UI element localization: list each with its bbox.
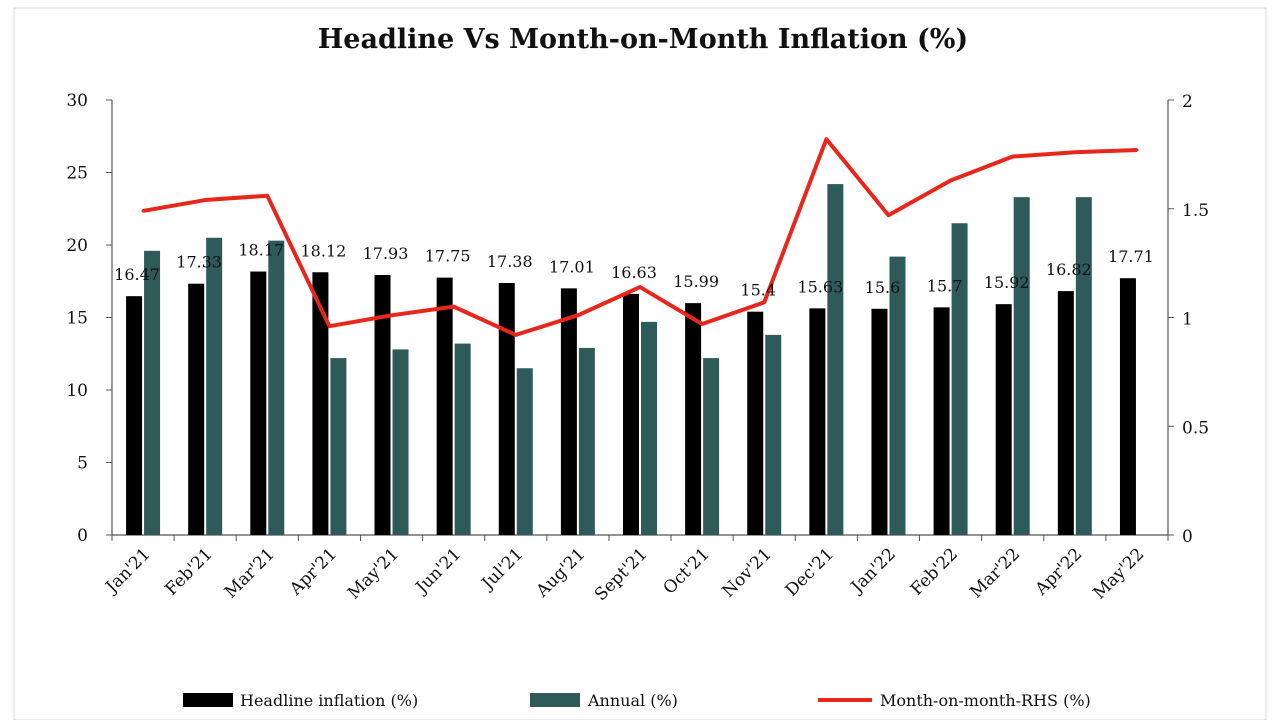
bar-headline: [188, 283, 205, 535]
line-point: [452, 305, 456, 309]
bar-headline: [560, 288, 577, 535]
y-tick-label-right: 0: [1182, 527, 1193, 547]
legend-label-annual: Annual (%): [587, 691, 678, 710]
y-tick-label-left: 30: [66, 91, 88, 111]
bar-annual: [1075, 197, 1092, 535]
bar-annual: [703, 358, 720, 535]
legend-swatch-annual: [530, 693, 580, 707]
bar-annual: [1013, 197, 1030, 535]
bar-headline: [623, 293, 639, 535]
bar-headline: [250, 271, 267, 535]
bar-headline: [871, 308, 888, 535]
data-label-headline: 15.7: [927, 276, 963, 295]
bar-annual: [144, 250, 161, 536]
y-tick-label-right: 1.5: [1182, 201, 1209, 221]
bar-annual: [516, 368, 533, 535]
data-label-headline: 18.12: [301, 241, 347, 260]
bar-headline: [995, 304, 1012, 535]
bar-annual: [578, 347, 595, 535]
data-label-headline: 17.33: [176, 253, 222, 272]
bar-headline: [933, 307, 950, 535]
bar-annual: [454, 343, 471, 535]
legend-label-headline: Headline inflation (%): [240, 691, 418, 710]
bar-headline: [436, 277, 453, 535]
line-point: [203, 198, 207, 202]
line-point: [576, 313, 580, 317]
data-label-headline: 15.6: [865, 278, 901, 297]
bar-annual: [641, 321, 657, 535]
bar-headline: [685, 303, 702, 535]
bar-annual: [392, 349, 409, 535]
y-tick-label-left: 25: [66, 164, 88, 184]
data-label-headline: 15.4: [740, 281, 776, 300]
y-tick-label-right: 2: [1182, 92, 1193, 112]
line-point: [700, 322, 704, 326]
axes: 0 5 10 15 20 25 30 0 0.5 1 1.5 2: [66, 91, 1209, 547]
bar-headline: [498, 282, 515, 535]
line-point: [141, 209, 145, 213]
bar-annual: [765, 334, 782, 535]
bar-headline: [747, 311, 764, 535]
line-point: [265, 194, 269, 198]
data-label-headline: 15.92: [984, 273, 1030, 292]
data-label-headline: 17.93: [363, 244, 409, 263]
line-point: [1011, 155, 1015, 159]
bar-headline: [312, 272, 329, 535]
legend-label-mom: Month-on-month-RHS (%): [880, 691, 1091, 710]
data-label-headline: 17.01: [549, 257, 595, 276]
bar-annual: [951, 223, 968, 535]
y-tick-label-left: 5: [77, 454, 88, 474]
bar-headline: [809, 308, 826, 535]
line-series: [141, 137, 1139, 337]
line-point: [1073, 150, 1077, 154]
y-tick-label-left: 0: [77, 526, 88, 546]
line-point: [886, 213, 890, 217]
data-label-headline: 16.47: [114, 265, 160, 284]
bar-headline: [1057, 291, 1074, 535]
bar-annual: [206, 237, 223, 535]
bar-annual: [330, 358, 347, 535]
bar-headline: [1119, 278, 1136, 535]
line-point: [1135, 148, 1139, 152]
data-label-headline: 18.17: [238, 241, 284, 260]
y-tick-label-right: 0.5: [1182, 418, 1209, 438]
line-point: [638, 285, 642, 289]
bars: [126, 184, 1136, 536]
legend-swatch-headline: [183, 693, 233, 707]
data-labels: 16.47 17.33 18.17 18.12 17.93 17.75 17.38 17.01…: [114, 241, 1154, 300]
y-tick-label-left: 10: [66, 381, 88, 401]
line-point: [327, 324, 331, 328]
data-label-headline: 17.71: [1108, 247, 1154, 266]
data-label-headline: 15.63: [797, 277, 843, 296]
line-point: [390, 313, 394, 317]
y-tick-label-left: 20: [66, 236, 88, 256]
bar-headline: [126, 296, 143, 535]
bar-annual: [827, 184, 844, 535]
bar-annual: [268, 240, 285, 535]
y-tick-label-right: 1: [1182, 310, 1193, 330]
bar-headline: [374, 275, 391, 535]
legend: Headline inflation (%) Annual (%) Month-on…: [183, 691, 1091, 710]
line-point: [514, 333, 518, 337]
chart-title: Headline Vs Month-on-Month Inflation (%): [318, 24, 968, 55]
data-label-headline: 16.82: [1046, 260, 1092, 279]
line-point: [824, 137, 828, 141]
data-label-headline: 16.63: [611, 263, 657, 282]
bar-annual: [889, 256, 906, 535]
chart-border: [13, 7, 1267, 721]
line-point: [949, 178, 953, 182]
data-label-headline: 17.75: [425, 247, 471, 266]
data-label-headline: 17.38: [487, 252, 533, 271]
y-tick-label-left: 15: [66, 309, 88, 329]
line-point: [762, 300, 766, 304]
data-label-headline: 15.99: [673, 272, 719, 291]
